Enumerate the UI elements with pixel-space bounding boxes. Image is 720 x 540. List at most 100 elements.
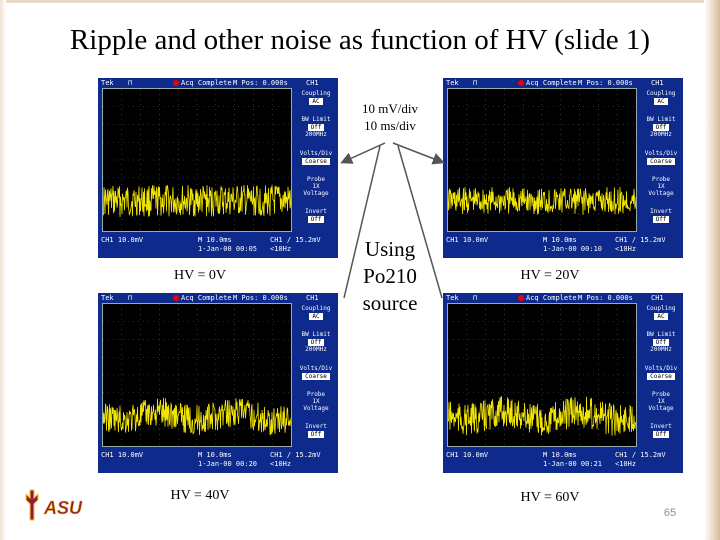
readout-ch-scale: CH1 10.0mV <box>446 236 489 244</box>
source-line-3: source <box>362 291 418 315</box>
scope-channel: CH1 <box>651 294 664 302</box>
readout-timestamp: 1-Jan-00 00:10 <box>543 245 603 253</box>
scope-side-menu: Coupling AC BW Limit Off 200MHz Volts/Div Co… <box>639 88 683 232</box>
scope-status-bar: Tek ⊓ Acq Complete M Pos: 0.000s CH1 <box>98 78 338 88</box>
record-dot-icon <box>518 295 524 301</box>
scope-channel: CH1 <box>306 294 319 302</box>
waveform-plot <box>448 89 636 231</box>
source-line-1: Using <box>364 237 416 261</box>
menu-coupling: Coupling AC <box>646 90 676 105</box>
readout-timestamp: 1-Jan-00 00:21 <box>543 460 603 468</box>
scope-side-menu: Coupling AC BW Limit Off 200MHz Volts/Div Co… <box>639 303 683 447</box>
oscilloscope-screenshot-hv-0: Tek ⊓ Acq Complete M Pos: 0.000s CH1 Cou… <box>98 78 338 258</box>
menu-invert: Invert Off <box>650 208 672 223</box>
scope-readout-bar: CH1 10.0mV M 10.0ms 1-Jan-00 00:21 CH1 /… <box>443 449 683 473</box>
scope-brand: Tek <box>446 294 459 302</box>
menu-volts-div: Volts/Div Coarse <box>644 365 678 380</box>
menu-invert: Invert Off <box>650 423 672 438</box>
record-dot-icon <box>173 295 179 301</box>
scope-status-bar: Tek ⊓ Acq Complete M Pos: 0.000s CH1 <box>98 293 338 303</box>
asu-logo: ASU <box>25 489 83 521</box>
scope-status-bar: Tek ⊓ Acq Complete M Pos: 0.000s CH1 <box>443 293 683 303</box>
scope-channel: CH1 <box>306 79 319 87</box>
menu-volts-div: Volts/Div Coarse <box>644 150 678 165</box>
panel-label-hv-0: HV = 0V <box>174 268 226 283</box>
scope-acq-state: Acq Complete <box>173 78 232 88</box>
menu-invert: Invert Off <box>305 208 327 223</box>
scope-display <box>102 303 292 447</box>
scope-settings-note: 10 mV/div 10 ms/div <box>340 100 440 134</box>
menu-bw-limit: BW Limit Off 200MHz <box>301 331 331 353</box>
scope-brand: Tek <box>446 79 459 87</box>
scope-side-menu: Coupling AC BW Limit Off 200MHz Volts/Div Co… <box>294 88 338 232</box>
source-note: Using Po210 source <box>340 236 440 317</box>
settings-volts-per-div: 10 mV/div <box>362 101 418 116</box>
readout-timestamp: 1-Jan-00 00:05 <box>198 245 258 253</box>
scope-channel: CH1 <box>651 79 664 87</box>
slide-border-right <box>704 0 720 540</box>
readout-time-scale: M 10.0ms <box>543 236 577 244</box>
readout-time-scale: M 10.0ms <box>198 451 232 459</box>
source-line-2: Po210 <box>363 264 417 288</box>
menu-probe: Probe 1X Voltage <box>303 391 329 412</box>
asu-logo-text: ASU <box>43 498 83 518</box>
record-dot-icon <box>173 80 179 86</box>
readout-frequency: <10Hz <box>615 245 637 253</box>
waveform-trace <box>103 397 291 436</box>
readout-frequency: <10Hz <box>270 460 292 468</box>
menu-bw-limit: BW Limit Off 200MHz <box>301 116 331 138</box>
panel-label-hv-40: HV = 40V <box>170 488 230 503</box>
slide-border-left <box>0 0 6 540</box>
scope-side-menu: Coupling AC BW Limit Off 200MHz Volts/Div Co… <box>294 303 338 447</box>
waveform-trace <box>448 186 636 215</box>
scope-position: M Pos: 0.000s <box>233 79 288 87</box>
readout-trigger: CH1 / 15.2mV <box>615 236 666 244</box>
record-dot-icon <box>518 80 524 86</box>
readout-ch-scale: CH1 10.0mV <box>101 451 144 459</box>
waveform-plot <box>448 304 636 446</box>
slide-border-top <box>0 0 720 3</box>
readout-time-scale: M 10.0ms <box>198 236 232 244</box>
menu-probe: Probe 1X Voltage <box>303 176 329 197</box>
scope-acq-state: Acq Complete <box>518 293 577 303</box>
scope-brand: Tek <box>101 294 114 302</box>
readout-timestamp: 1-Jan-00 00:20 <box>198 460 258 468</box>
menu-coupling: Coupling AC <box>646 305 676 320</box>
panel-label-hv-60: HV = 60V <box>520 490 580 505</box>
waveform-trace <box>448 396 636 436</box>
readout-ch-scale: CH1 10.0mV <box>101 236 144 244</box>
waveform-plot <box>103 89 291 231</box>
menu-coupling: Coupling AC <box>301 305 331 320</box>
menu-probe: Probe 1X Voltage <box>648 176 674 197</box>
settings-time-per-div: 10 ms/div <box>364 118 416 133</box>
scope-brand: Tek <box>101 79 114 87</box>
scope-display <box>447 303 637 447</box>
scope-position: M Pos: 0.000s <box>578 79 633 87</box>
waveform-plot <box>103 304 291 446</box>
menu-bw-limit: BW Limit Off 200MHz <box>646 116 676 138</box>
oscilloscope-screenshot-hv-60: Tek ⊓ Acq Complete M Pos: 0.000s CH1 Cou… <box>443 293 683 473</box>
scope-readout-bar: CH1 10.0mV M 10.0ms 1-Jan-00 00:20 CH1 /… <box>98 449 338 473</box>
scope-status-bar: Tek ⊓ Acq Complete M Pos: 0.000s CH1 <box>443 78 683 88</box>
page-number: 65 <box>663 507 677 519</box>
readout-trigger: CH1 / 15.2mV <box>270 236 321 244</box>
scope-trigger-mark: ⊓ <box>128 294 133 302</box>
oscilloscope-screenshot-hv-40: Tek ⊓ Acq Complete M Pos: 0.000s CH1 Cou… <box>98 293 338 473</box>
scope-trigger-mark: ⊓ <box>128 79 133 87</box>
readout-trigger: CH1 / 15.2mV <box>270 451 321 459</box>
readout-time-scale: M 10.0ms <box>543 451 577 459</box>
menu-probe: Probe 1X Voltage <box>648 391 674 412</box>
scope-trigger-mark: ⊓ <box>473 294 478 302</box>
scope-acq-state: Acq Complete <box>173 293 232 303</box>
readout-frequency: <10Hz <box>615 460 637 468</box>
scope-readout-bar: CH1 10.0mV M 10.0ms 1-Jan-00 00:05 CH1 /… <box>98 234 338 258</box>
arrow-to-hv-0 <box>340 142 386 164</box>
menu-coupling: Coupling AC <box>301 90 331 105</box>
scope-display <box>102 88 292 232</box>
readout-ch-scale: CH1 10.0mV <box>446 451 489 459</box>
menu-invert: Invert Off <box>305 423 327 438</box>
scope-display <box>447 88 637 232</box>
scope-acq-state: Acq Complete <box>518 78 577 88</box>
scope-trigger-mark: ⊓ <box>473 79 478 87</box>
